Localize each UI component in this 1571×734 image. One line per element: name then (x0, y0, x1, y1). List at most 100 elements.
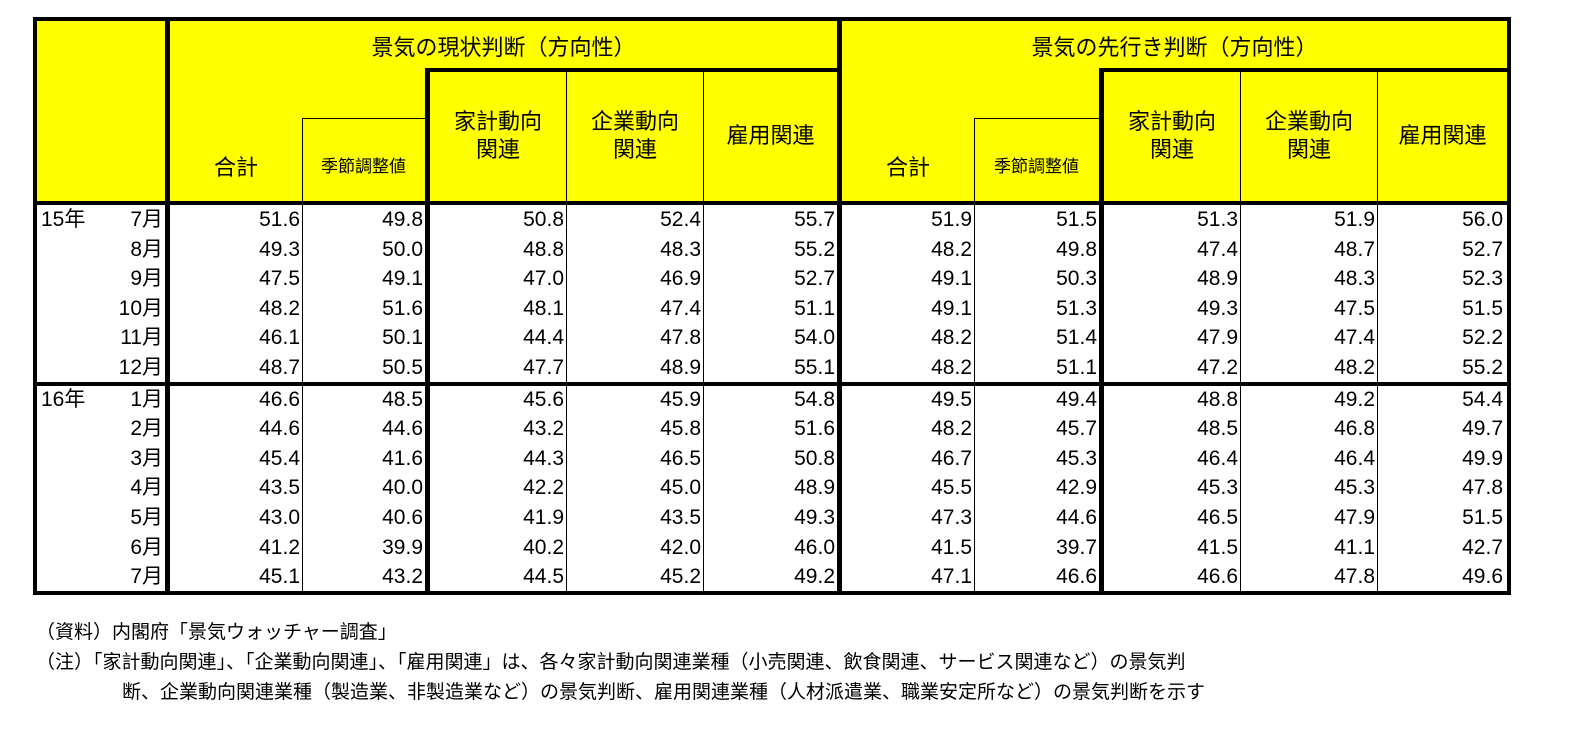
current-value-cell: 47.0 (523, 267, 564, 291)
outlook-value-cell: 51.1 (1056, 356, 1097, 379)
row-year-label: 15年 (41, 208, 86, 231)
current-value-cell: 39.9 (382, 535, 423, 559)
current-value-cell: 47.4 (660, 296, 701, 320)
current-value-cell: 47.8 (660, 326, 701, 350)
outlook-value-cell: 51.3 (1197, 208, 1238, 231)
col-header-outlook-total: 合計 (885, 156, 930, 181)
outlook-value-cell: 48.2 (931, 326, 972, 350)
current-value-cell: 41.9 (523, 506, 564, 529)
current-value-cell: 51.6 (382, 296, 423, 320)
outlook-value-cell: 48.2 (931, 237, 972, 261)
current-value-cell: 55.2 (794, 237, 835, 261)
current-value-cell: 49.2 (794, 565, 835, 589)
outlook-value-cell: 45.3 (1334, 476, 1375, 500)
outlook-value-cell: 46.4 (1197, 446, 1238, 470)
outlook-value-cell: 49.3 (1197, 296, 1238, 320)
current-value-cell: 50.1 (382, 326, 423, 350)
outlook-value-cell: 47.1 (931, 565, 972, 589)
outlook-value-cell: 49.5 (931, 387, 972, 411)
outlook-value-cell: 48.9 (1197, 267, 1238, 291)
current-value-cell: 48.2 (259, 296, 300, 320)
current-value-cell: 44.6 (382, 417, 423, 441)
outlook-value-cell: 49.1 (931, 296, 972, 320)
current-value-cell: 44.6 (259, 417, 300, 441)
outlook-value-cell: 46.5 (1197, 506, 1238, 529)
outlook-value-cell: 51.5 (1462, 506, 1503, 529)
outlook-value-cell: 51.5 (1462, 296, 1503, 320)
current-value-cell: 44.5 (523, 565, 564, 589)
col-header-outlook-household: 家計動向 関連 (1127, 110, 1216, 163)
divider-outlook-breakdown (1099, 68, 1104, 591)
outlook-value-cell: 44.6 (1056, 506, 1097, 529)
col-header-current-household: 家計動向 関連 (453, 110, 542, 163)
row-month-label: 10月 (118, 296, 163, 320)
current-value-cell: 50.8 (523, 208, 564, 231)
outlook-value-cell: 47.9 (1334, 506, 1375, 529)
outlook-value-cell: 49.9 (1462, 446, 1503, 470)
current-value-cell: 43.5 (660, 506, 701, 529)
current-value-cell: 49.3 (259, 237, 300, 261)
row-month-label: 8月 (130, 237, 163, 261)
outlook-value-cell: 47.5 (1334, 296, 1375, 320)
divider-current-breakdown (425, 68, 430, 591)
current-value-cell: 43.5 (259, 476, 300, 500)
outlook-value-cell: 47.8 (1334, 565, 1375, 589)
row-month-label: 11月 (120, 326, 163, 350)
source-note: （資料）内閣府「景気ウォッチャー調査」 (36, 621, 397, 643)
current-value-cell: 45.8 (660, 417, 701, 441)
current-value-cell: 48.5 (382, 387, 423, 411)
current-value-cell: 46.0 (794, 535, 835, 559)
outlook-value-cell: 56.0 (1462, 208, 1503, 231)
current-value-cell: 46.9 (660, 267, 701, 291)
col-header-current-seasonal: 季節調整値 (321, 157, 406, 177)
current-value-cell: 48.1 (523, 296, 564, 320)
outlook-value-cell: 45.3 (1197, 476, 1238, 500)
current-value-cell: 48.7 (259, 356, 300, 379)
outlook-value-cell: 46.8 (1334, 417, 1375, 441)
outlook-value-cell: 46.6 (1197, 565, 1238, 589)
current-value-cell: 51.6 (794, 417, 835, 441)
current-value-cell: 42.2 (523, 476, 564, 500)
economy-watcher-table: 景気の現状判断（方向性） 景気の先行き判断（方向性） 合計 季節調整値 家計動向… (33, 17, 1511, 595)
row-month-label: 1月 (130, 387, 163, 411)
outlook-value-cell: 49.8 (1056, 237, 1097, 261)
current-value-cell: 49.3 (794, 506, 835, 529)
divider-outlook-seasonal (974, 118, 975, 591)
outlook-value-cell: 49.4 (1056, 387, 1097, 411)
current-value-cell: 45.0 (660, 476, 701, 500)
current-value-cell: 54.8 (794, 387, 835, 411)
divider-label-column (165, 21, 170, 591)
divider-current-subheader (425, 68, 837, 72)
current-value-cell: 55.1 (794, 356, 835, 379)
outlook-value-cell: 48.5 (1197, 417, 1238, 441)
current-value-cell: 40.0 (382, 476, 423, 500)
outlook-value-cell: 48.8 (1197, 387, 1238, 411)
header-corner-cell (37, 21, 165, 203)
outlook-value-cell: 55.2 (1462, 356, 1503, 379)
current-value-cell: 46.1 (259, 326, 300, 350)
col-header-current-corporate: 企業動向 関連 (590, 110, 679, 163)
outlook-value-cell: 49.7 (1462, 417, 1503, 441)
outlook-value-cell: 46.4 (1334, 446, 1375, 470)
outlook-value-cell: 47.9 (1197, 326, 1238, 350)
outlook-value-cell: 39.7 (1056, 535, 1097, 559)
current-value-cell: 45.4 (259, 446, 300, 470)
outlook-value-cell: 52.7 (1462, 237, 1503, 261)
outlook-value-cell: 51.9 (1334, 208, 1375, 231)
outlook-value-cell: 48.2 (931, 417, 972, 441)
row-month-label: 2月 (130, 417, 163, 441)
outlook-value-cell: 49.1 (931, 267, 972, 291)
divider-outlook-subheader (1099, 68, 1507, 72)
outlook-value-cell: 42.7 (1462, 535, 1503, 559)
col-header-current-employment: 雇用関連 (726, 124, 815, 149)
outlook-value-cell: 48.7 (1334, 237, 1375, 261)
outlook-value-cell: 41.1 (1334, 535, 1375, 559)
divider-outlook-col4 (1240, 68, 1241, 591)
current-value-cell: 43.0 (259, 506, 300, 529)
current-value-cell: 44.3 (523, 446, 564, 470)
outlook-value-cell: 54.4 (1462, 387, 1503, 411)
outlook-value-cell: 52.3 (1462, 267, 1503, 291)
current-value-cell: 48.3 (660, 237, 701, 261)
outlook-value-cell: 50.3 (1056, 267, 1097, 291)
outlook-value-cell: 47.4 (1334, 326, 1375, 350)
